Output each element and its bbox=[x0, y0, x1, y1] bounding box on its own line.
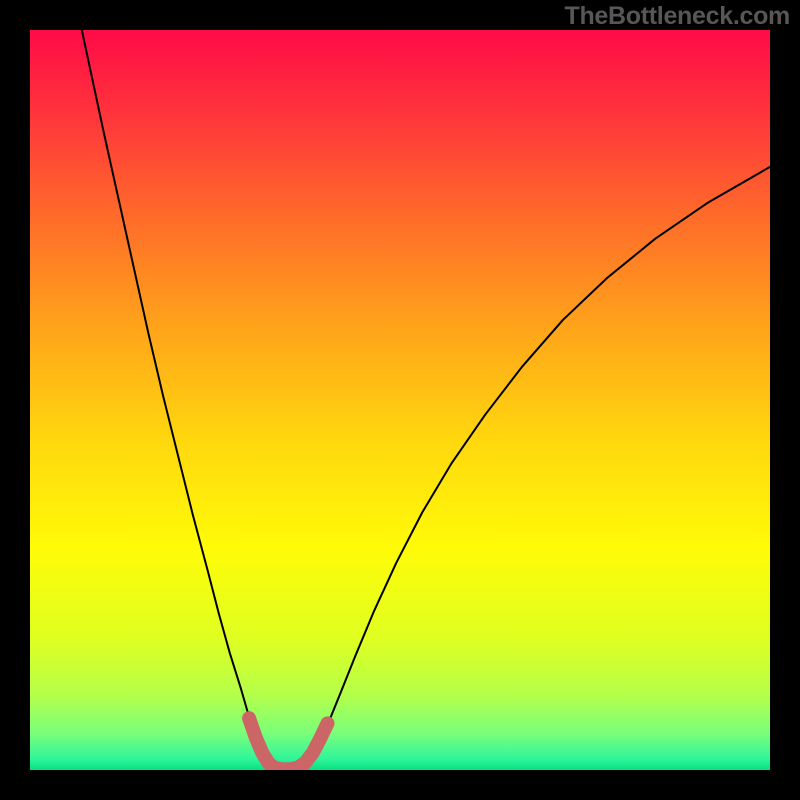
chart-frame: TheBottleneck.com bbox=[0, 0, 800, 800]
bottleneck-curve-chart bbox=[30, 30, 770, 770]
gradient-background bbox=[30, 30, 770, 770]
watermark-text: TheBottleneck.com bbox=[564, 2, 790, 31]
plot-area bbox=[30, 30, 770, 770]
